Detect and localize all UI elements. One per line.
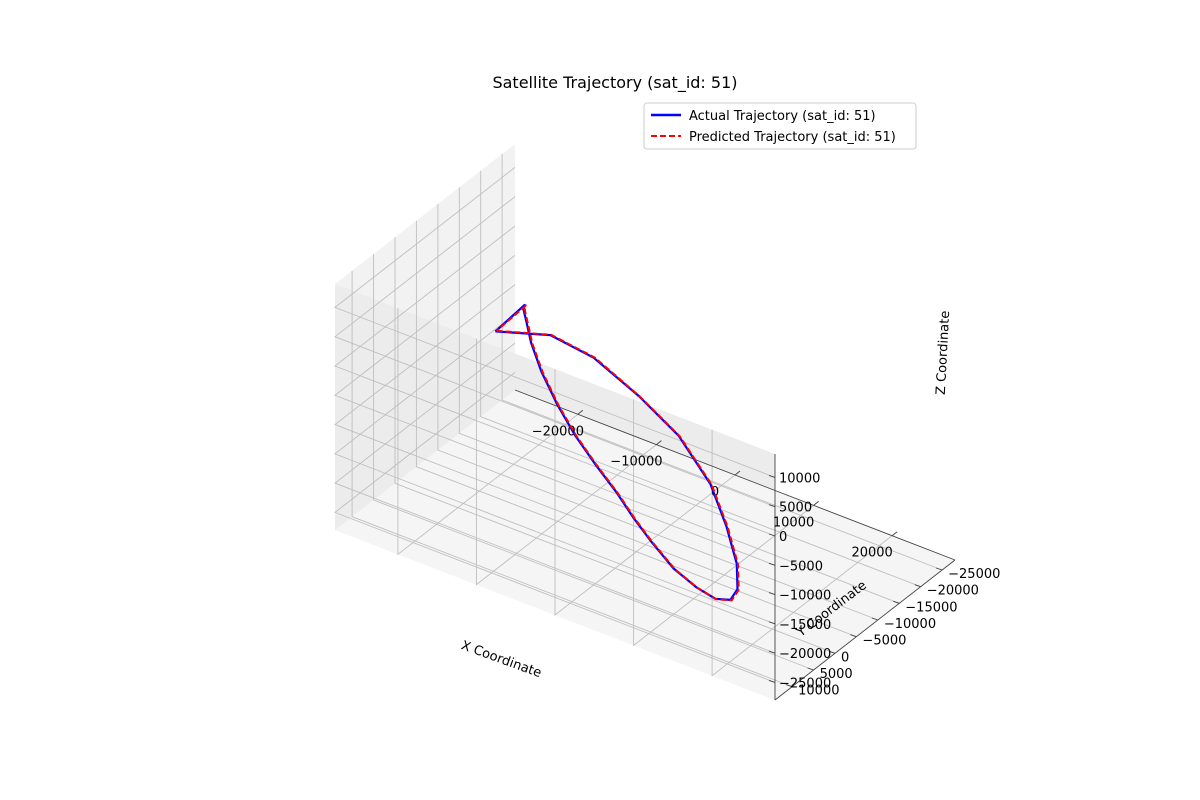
z-tick-label: −10000 (779, 589, 831, 604)
x-tick-label: 0 (711, 485, 719, 500)
x-tick-mark (891, 531, 898, 537)
x-tick-label: −10000 (610, 455, 662, 470)
y-tick-mark (893, 600, 900, 604)
z-tick-mark (768, 680, 776, 683)
legend: Actual Trajectory (sat_id: 51) Predicted… (643, 102, 917, 150)
z-tick-mark (768, 650, 776, 654)
z-tick-mark (768, 533, 776, 537)
y-tick-label: −20000 (927, 584, 979, 599)
x-tick-mark (734, 470, 741, 476)
z-tick-label: 0 (779, 530, 787, 545)
z-gridline (334, 225, 776, 537)
z-tick-mark (768, 475, 776, 478)
y-tick-label: 0 (841, 650, 849, 665)
axis-panes (335, 144, 955, 700)
y-tick-mark (936, 567, 943, 571)
legend-actual-label: Actual Trajectory (sat_id: 51) (689, 109, 876, 124)
z-axis-label: Z Coordinate (934, 310, 953, 395)
y-tick-label: −5000 (862, 634, 906, 649)
z-gridline (334, 313, 776, 625)
z-tick-label: 10000 (779, 471, 820, 486)
grid-lines (334, 154, 943, 688)
z-tick-mark (768, 504, 776, 508)
axis-lines (514, 389, 956, 701)
y-tick-mark (786, 684, 793, 688)
y-tick-label: −25000 (948, 567, 1000, 582)
z-tick-label: 5000 (779, 501, 812, 516)
z-gridline (334, 196, 776, 508)
y-tick-label: 10000 (798, 684, 839, 699)
y-tick-label: 5000 (820, 667, 853, 682)
legend-predicted-label: Predicted Trajectory (sat_id: 51) (689, 130, 896, 145)
y-tick-mark (850, 634, 857, 638)
y-axis-line (774, 559, 956, 701)
x-tick-mark (577, 409, 584, 415)
x-axis-label: X Coordinate (459, 638, 543, 681)
x-tick-label: 10000 (773, 515, 814, 530)
z-tick-label: −15000 (779, 618, 831, 633)
z-tick-label: −5000 (779, 559, 823, 574)
x-tick-label: 20000 (851, 546, 892, 561)
z-tick-mark (768, 562, 776, 566)
x-tick-mark (656, 440, 662, 445)
chart-title: Satellite Trajectory (sat_id: 51) (492, 73, 737, 93)
z-gridline (334, 167, 776, 478)
x-tick-mark (813, 501, 819, 506)
y-tick-mark (914, 584, 921, 588)
tick-labels: −20000−10000010000200001000050000−5000−1… (532, 424, 1001, 698)
y-tick-mark (807, 667, 814, 671)
z-gridline (334, 284, 776, 596)
z-tick-mark (768, 621, 776, 625)
z-gridline (334, 342, 776, 654)
trajectory-series (494, 303, 740, 602)
y-tick-label: −10000 (884, 617, 936, 632)
z-tick-label: −20000 (779, 647, 831, 662)
z-tick-label: −25000 (779, 676, 831, 691)
legend-box (643, 102, 917, 150)
y-tick-mark (871, 617, 878, 621)
z-tick-mark (768, 592, 776, 595)
predicted-trajectory-line (495, 304, 740, 602)
y-tick-mark (828, 650, 836, 654)
y-tick-label: −15000 (905, 600, 957, 615)
z-gridline (334, 372, 776, 683)
